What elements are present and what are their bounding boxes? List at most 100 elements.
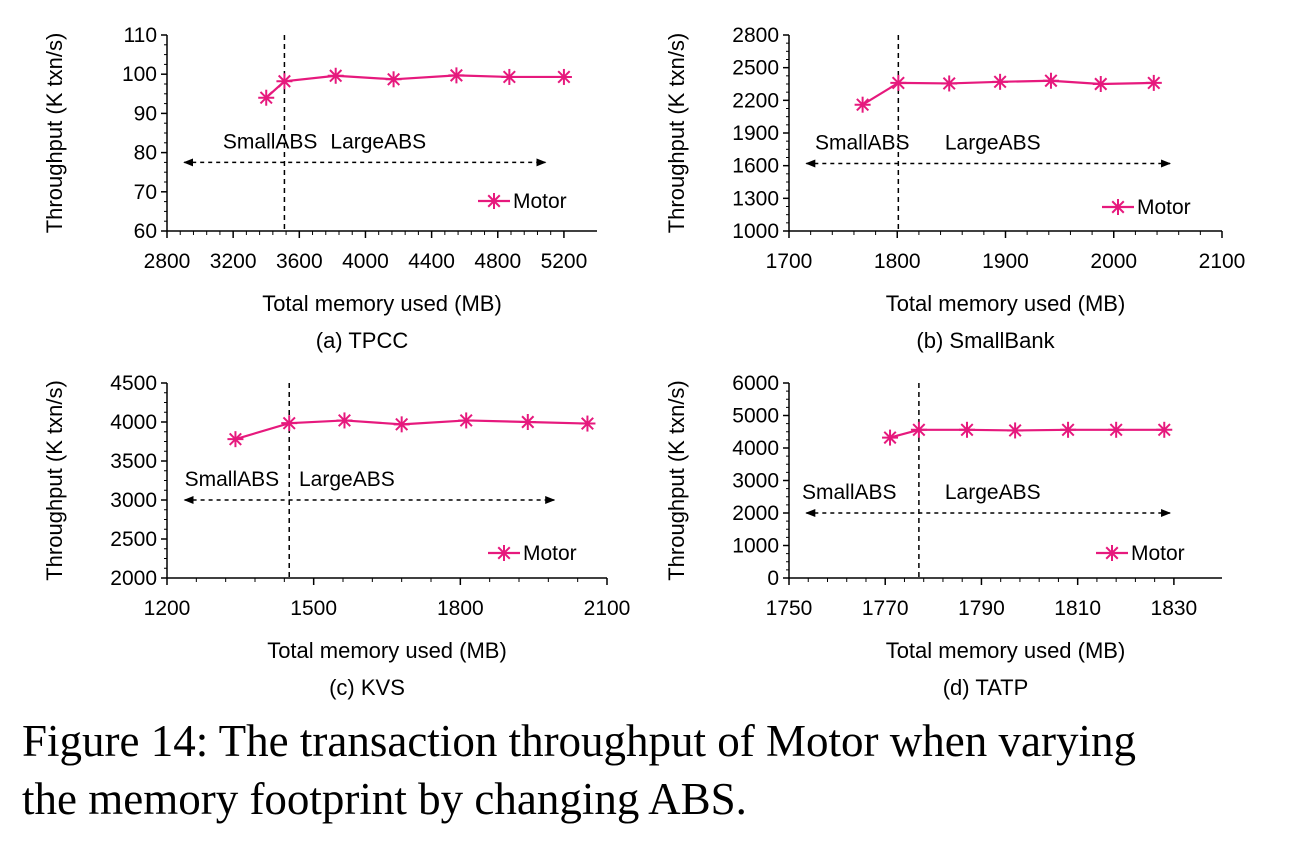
data-point-2-stroke-3 [282, 416, 296, 430]
region-label-small-abs: SmallABS [802, 481, 897, 504]
y-tick-label: 6000 [732, 372, 779, 395]
chart-panel-4: 0 1000 2000 3000 4000 5000 6000 1750 1770 1790 181… [664, 372, 1222, 700]
y-tick-label: 4500 [110, 372, 157, 395]
data-point-3 [941, 75, 958, 92]
y-axis-title: Throughput (K txn/s) [664, 380, 689, 581]
y-tick-label: 2800 [732, 24, 779, 47]
legend-marker-stroke-3 [497, 546, 511, 560]
legend-marker [496, 545, 512, 561]
data-point-1-stroke-3 [856, 98, 870, 112]
y-tick-label: 4000 [732, 437, 779, 460]
chart-panel-3: 2000 2500 3000 3500 4000 4500 1200 1500 1800 2100… [42, 372, 630, 700]
data-point-1-stroke-3 [228, 432, 242, 446]
x-axis-title: Total memory used (MB) [886, 638, 1126, 663]
data-point-5-stroke-3 [449, 68, 463, 82]
y-tick-label: 2500 [110, 528, 157, 551]
x-tick-label: 1500 [290, 597, 337, 620]
data-point-2-stroke-3 [912, 423, 926, 437]
chart-subtitle: (b) SmallBank [916, 328, 1055, 353]
x-tick-label: 1790 [958, 597, 1005, 620]
y-tick-label: 2200 [732, 89, 779, 112]
series-line-motor [265, 74, 564, 99]
data-point-2 [276, 73, 293, 90]
data-point-3 [327, 67, 344, 84]
data-point-7-stroke-3 [1147, 76, 1161, 90]
data-point-4-stroke-3 [993, 75, 1007, 89]
x-tick-label: 4000 [342, 250, 389, 273]
y-tick-label: 90 [134, 102, 157, 125]
x-tick-label: 2000 [1090, 250, 1137, 273]
data-point-1 [854, 96, 871, 113]
data-point-4-stroke-3 [387, 72, 401, 86]
data-point-6 [1092, 76, 1109, 92]
x-tick-label: 1700 [766, 250, 813, 273]
data-point-2-stroke-3 [891, 76, 905, 90]
y-tick-label: 3000 [732, 470, 779, 493]
data-point-6-stroke-3 [521, 415, 535, 429]
figure-14-charts: 60 70 80 90 100 110 2800 3200 3600 4000 4400 4800 52… [42, 24, 1246, 700]
y-tick-label: 60 [134, 220, 157, 243]
x-tick-label: 1900 [982, 250, 1029, 273]
y-axis-title: Throughput (K txn/s) [664, 33, 689, 234]
data-point-6 [1108, 421, 1125, 438]
figure-caption: Figure 14: The transaction throughput of… [22, 712, 1272, 828]
x-tick-label: 5200 [541, 250, 588, 273]
x-tick-label: 4400 [408, 250, 455, 273]
data-point-4 [992, 73, 1009, 90]
x-tick-label: 2800 [144, 250, 191, 273]
data-point-7 [1156, 421, 1173, 438]
data-point-4-stroke-3 [1008, 423, 1022, 437]
x-tick-label: 1200 [144, 597, 191, 620]
data-point-3-stroke-3 [329, 69, 343, 83]
chart-subtitle: (a) TPCC [316, 328, 409, 353]
x-tick-label: 1750 [766, 597, 813, 620]
data-point-5-stroke-3 [1044, 74, 1058, 88]
caption-line-2: the memory footprint by changing ABS. [22, 774, 747, 824]
data-point-5-stroke-3 [459, 413, 473, 427]
data-point-5-stroke-3 [1061, 423, 1075, 437]
legend-marker-stroke-3 [1111, 200, 1125, 214]
y-tick-label: 2500 [732, 57, 779, 80]
data-point-4 [385, 71, 402, 88]
x-tick-label: 3200 [210, 250, 257, 273]
data-point-7-stroke-3 [580, 417, 594, 431]
y-tick-label: 0 [767, 567, 779, 590]
y-tick-label: 1900 [732, 122, 779, 145]
legend-label: Motor [1137, 196, 1191, 219]
data-point-1 [882, 429, 899, 446]
series-line-motor [889, 428, 1165, 439]
legend-label: Motor [523, 542, 577, 565]
data-point-5 [1042, 72, 1059, 89]
data-point-3-stroke-3 [337, 413, 351, 427]
data-point-2 [910, 421, 927, 438]
data-point-2 [281, 415, 298, 432]
data-point-2-stroke-3 [277, 74, 291, 88]
data-point-2 [890, 74, 907, 91]
region-label-small-abs: SmallABS [185, 468, 280, 491]
data-point-7 [579, 415, 596, 432]
x-tick-label: 2100 [584, 597, 631, 620]
data-point-5 [448, 67, 465, 84]
x-tick-label: 2100 [1199, 250, 1246, 273]
y-tick-label: 3500 [110, 450, 157, 473]
data-point-4 [1007, 422, 1024, 439]
data-point-6 [519, 414, 536, 430]
chart-subtitle: (d) TATP [943, 675, 1029, 700]
x-tick-label: 1770 [862, 597, 909, 620]
y-tick-label: 1000 [732, 220, 779, 243]
y-tick-label: 70 [134, 181, 157, 204]
x-axis-title: Total memory used (MB) [267, 638, 507, 663]
x-tick-label: 1800 [874, 250, 921, 273]
region-label-small-abs: SmallABS [815, 131, 910, 154]
data-point-6 [501, 68, 518, 85]
legend-marker [1104, 545, 1120, 561]
data-point-5 [1060, 421, 1077, 438]
data-point-7 [1145, 74, 1162, 91]
chart-panel-1: 60 70 80 90 100 110 2800 3200 3600 4000 4400 4800 52… [42, 24, 597, 353]
y-tick-label: 110 [124, 24, 157, 47]
data-point-6-stroke-3 [502, 70, 516, 84]
x-axis-title: Total memory used (MB) [886, 291, 1126, 316]
x-tick-label: 1830 [1151, 597, 1198, 620]
y-axis-title: Throughput (K txn/s) [42, 33, 67, 234]
data-point-7-stroke-3 [557, 70, 571, 84]
